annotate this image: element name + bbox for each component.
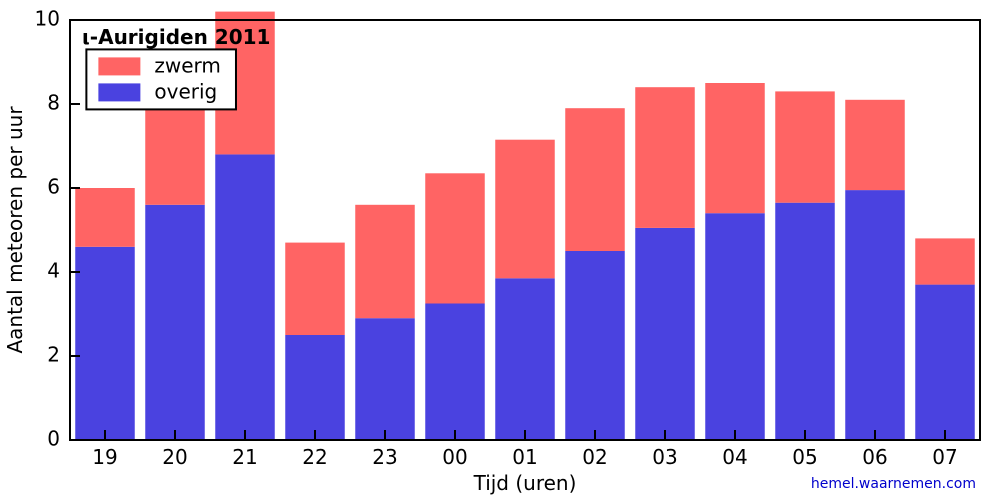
bar-overig: [775, 203, 835, 440]
x-tick-label: 02: [582, 445, 607, 469]
bar-overig: [915, 285, 975, 440]
bar-overig: [75, 247, 135, 440]
y-tick-label: 6: [47, 175, 60, 199]
bar-zwerm: [145, 106, 205, 205]
x-axis-label: Tijd (uren): [473, 471, 577, 495]
bar-zwerm: [355, 205, 415, 318]
bar-zwerm: [635, 87, 695, 228]
x-tick-label: 21: [232, 445, 257, 469]
bar-overig: [145, 205, 205, 440]
bar-overig: [565, 251, 625, 440]
legend-swatch-zwerm: [98, 57, 140, 75]
bar-overig: [355, 318, 415, 440]
x-tick-label: 23: [372, 445, 397, 469]
y-tick-label: 4: [47, 259, 60, 283]
x-tick-label: 22: [302, 445, 327, 469]
x-tick-label: 06: [862, 445, 887, 469]
x-tick-label: 01: [512, 445, 537, 469]
bar-zwerm: [495, 140, 555, 279]
y-tick-label: 2: [47, 343, 60, 367]
bar-overig: [495, 278, 555, 440]
bar-zwerm: [915, 238, 975, 284]
bar-overig: [705, 213, 765, 440]
bar-overig: [215, 154, 275, 440]
bar-zwerm: [75, 188, 135, 247]
bar-zwerm: [845, 100, 905, 190]
y-tick-label: 8: [47, 91, 60, 115]
y-tick-label: 10: [35, 7, 60, 31]
bar-overig: [635, 228, 695, 440]
bar-overig: [845, 190, 905, 440]
x-tick-label: 20: [162, 445, 187, 469]
legend-swatch-overig: [98, 83, 140, 101]
credit-link[interactable]: hemel.waarnemen.com: [811, 476, 976, 492]
bar-overig: [285, 335, 345, 440]
x-tick-label: 00: [442, 445, 467, 469]
chart-title: ι-Aurigiden 2011: [82, 25, 270, 49]
legend-label-overig: overig: [154, 79, 217, 103]
legend-label-zwerm: zwerm: [154, 53, 221, 77]
x-tick-label: 19: [92, 445, 117, 469]
bar-zwerm: [775, 91, 835, 202]
chart-svg: 024681019202122230001020304050607Tijd (u…: [0, 0, 1000, 500]
x-tick-label: 07: [932, 445, 957, 469]
bar-zwerm: [285, 243, 345, 335]
y-tick-label: 0: [47, 427, 60, 451]
x-tick-label: 04: [722, 445, 747, 469]
bar-zwerm: [705, 83, 765, 213]
chart-container: 024681019202122230001020304050607Tijd (u…: [0, 0, 1000, 500]
bar-zwerm: [565, 108, 625, 251]
x-tick-label: 05: [792, 445, 817, 469]
x-tick-label: 03: [652, 445, 677, 469]
y-axis-label: Aantal meteoren per uur: [3, 106, 27, 354]
bar-overig: [425, 304, 485, 441]
bar-zwerm: [425, 173, 485, 303]
